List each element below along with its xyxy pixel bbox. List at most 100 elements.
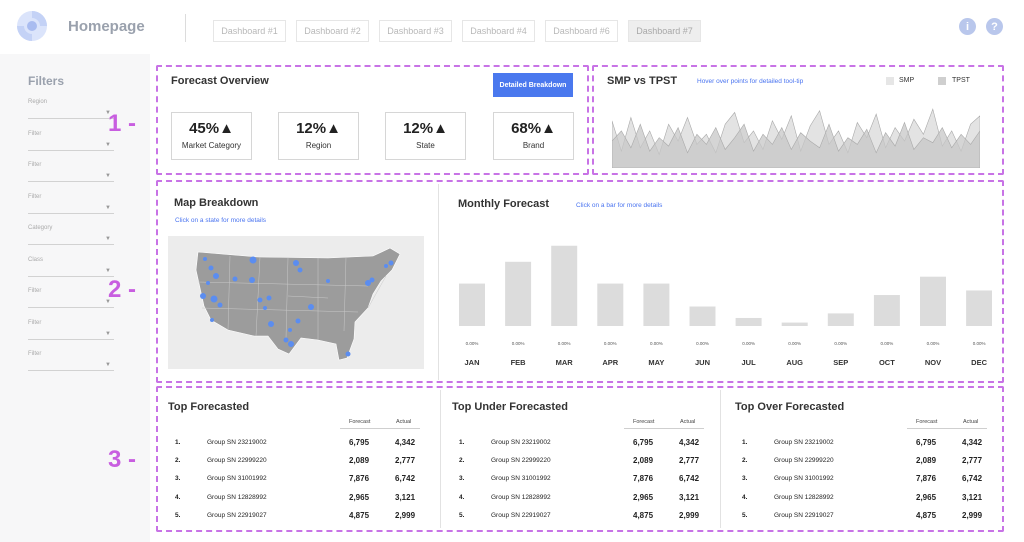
us-map-land[interactable] — [195, 247, 401, 361]
filter-7: Filter ▼ — [28, 288, 114, 308]
kpi-card-brand[interactable]: 68%▲ Brand — [493, 112, 574, 160]
bar-aug[interactable] — [781, 322, 808, 326]
filter-dropdown[interactable]: ▼ — [28, 329, 114, 340]
bar-jan[interactable] — [459, 283, 485, 326]
filter-dropdown[interactable]: ▼ — [28, 297, 114, 308]
bar-apr[interactable] — [597, 283, 624, 326]
filter-9: Filter ▼ — [28, 351, 114, 371]
row-actual-value: 6,742 — [395, 474, 416, 484]
state-borders — [197, 255, 387, 340]
bar-mar[interactable] — [551, 245, 578, 326]
row-group-name: Group SN 22999220 — [774, 457, 834, 465]
row-actual-value: 6,742 — [679, 474, 700, 484]
filter-dropdown[interactable]: ▼ — [28, 234, 114, 245]
bar-sep[interactable] — [827, 313, 854, 326]
table-divider-2 — [720, 390, 721, 528]
row-group-name: Group SN 12828992 — [491, 493, 551, 501]
bar-jun[interactable] — [689, 306, 716, 326]
row-forecast-value: 6,795 — [916, 438, 937, 447]
filter-8: Filter ▼ — [28, 320, 114, 340]
filters-title: Filters — [28, 74, 65, 88]
filter-dropdown[interactable]: ▼ — [28, 266, 114, 277]
row-forecast-value: 4,875 — [916, 510, 937, 520]
filter-3: Filter ▼ — [28, 162, 114, 182]
bar-data-label: 0.00% — [788, 341, 802, 346]
bar-may[interactable] — [643, 283, 670, 326]
section-number-1: 1 - — [108, 110, 137, 137]
row-actual-value: 3,121 — [395, 492, 416, 502]
filter-dropdown[interactable]: ▼ — [28, 140, 114, 151]
row-group-name: Group SN 23219002 — [774, 439, 834, 446]
filter-dropdown[interactable]: ▼ — [28, 360, 114, 371]
column-header-forecast: Forecast — [916, 419, 938, 425]
row-group-name: Group SN 12828992 — [774, 493, 834, 501]
bar-data-label: 0.00% — [834, 341, 848, 346]
tab-dashboard-2[interactable]: Dashboard #2 — [296, 20, 369, 42]
tab-dashboard-3[interactable]: Dashboard #3 — [379, 20, 452, 42]
help-icon[interactable]: ? — [986, 18, 1003, 35]
kpi-card-region[interactable]: 12%▲ Region — [278, 112, 359, 160]
detailed-breakdown-button[interactable]: Detailed Breakdown — [493, 73, 573, 97]
row-group-name: Group SN 12828992 — [207, 493, 267, 501]
row-forecast-value: 2,965 — [916, 492, 937, 502]
header-divider — [185, 14, 186, 42]
legend-swatch-tpst — [938, 77, 946, 85]
row-actual-value: 6,742 — [962, 474, 983, 484]
month-label-sep: SEP — [833, 358, 849, 367]
month-label-dec: DEC — [971, 358, 988, 367]
filter-label: Filter — [28, 193, 42, 200]
tab-dashboard-7[interactable]: Dashboard #7 — [628, 20, 701, 42]
tab-dashboard-4[interactable]: Dashboard #4 — [462, 20, 535, 42]
row-actual-value: 2,777 — [679, 456, 700, 466]
top-bar: Homepage Dashboard #1 Dashboard #2 Dashb… — [0, 0, 1024, 54]
filter-dropdown[interactable]: ▼ — [28, 171, 114, 182]
chevron-down-icon: ▼ — [105, 299, 111, 305]
filter-dropdown[interactable]: ▼ — [28, 108, 114, 119]
info-icon[interactable]: i — [959, 18, 976, 35]
month-label-mar: MAR — [555, 358, 573, 367]
row-rank: 1. — [175, 439, 181, 446]
smp-tpst-area-chart[interactable] — [612, 104, 980, 168]
row-rank: 1. — [742, 439, 748, 446]
column-header-actual: Actual — [963, 419, 979, 425]
bar-feb[interactable] — [505, 261, 532, 326]
filter-dropdown[interactable]: ▼ — [28, 203, 114, 214]
filter-2: Filter ▼ — [28, 131, 114, 151]
table-divider-1 — [440, 390, 441, 528]
row-group-name: Group SN 22999220 — [491, 457, 551, 465]
bar-oct[interactable] — [873, 295, 900, 326]
month-label-may: MAY — [648, 358, 665, 367]
bar-data-label: 0.00% — [511, 341, 525, 346]
area-series-tpst[interactable] — [612, 121, 980, 169]
column-header-forecast: Forecast — [633, 419, 655, 425]
kpi-card-market-category[interactable]: 45%▲ Market Category — [171, 112, 252, 160]
kpi-card-state[interactable]: 12%▲ State — [385, 112, 466, 160]
row-group-name: Group SN 31001992 — [774, 475, 834, 483]
filter-label: Category — [28, 225, 53, 231]
row-rank: 2. — [742, 457, 748, 465]
row-rank: 1. — [459, 439, 465, 446]
filters-sidebar: Filters Region ▼ Filter ▼ Filter ▼ Filter ▼ Cate… — [0, 54, 150, 542]
bar-dec[interactable] — [966, 290, 992, 326]
tab-dashboard-1[interactable]: Dashboard #1 — [213, 20, 286, 42]
bar-jul[interactable] — [735, 317, 762, 326]
row-actual-value: 2,999 — [962, 510, 983, 520]
app-logo-icon[interactable] — [14, 8, 50, 44]
row-group-name: Group SN 22919027 — [207, 511, 267, 519]
bar-nov[interactable] — [920, 276, 946, 326]
bar-data-label: 0.00% — [926, 341, 940, 346]
us-map[interactable] — [168, 236, 424, 369]
map-data-points[interactable] — [200, 256, 394, 357]
app-title[interactable]: Homepage — [68, 18, 145, 35]
row-forecast-value: 7,876 — [633, 474, 654, 484]
row-actual-value: 4,342 — [679, 438, 700, 447]
map-breakdown-title: Map Breakdown — [174, 197, 259, 209]
row-group-name: Group SN 22919027 — [774, 511, 834, 519]
tab-dashboard-6[interactable]: Dashboard #6 — [545, 20, 618, 42]
dashboard-tabs: Dashboard #1 Dashboard #2 Dashboard #3 D… — [213, 20, 711, 42]
section-1-outline-left — [156, 65, 589, 175]
kpi-value: 12%▲ — [403, 120, 448, 137]
row-forecast-value: 4,875 — [633, 510, 654, 520]
map-hint: Click on a state for more details — [175, 217, 267, 224]
row-group-name: Group SN 31001992 — [491, 475, 551, 483]
